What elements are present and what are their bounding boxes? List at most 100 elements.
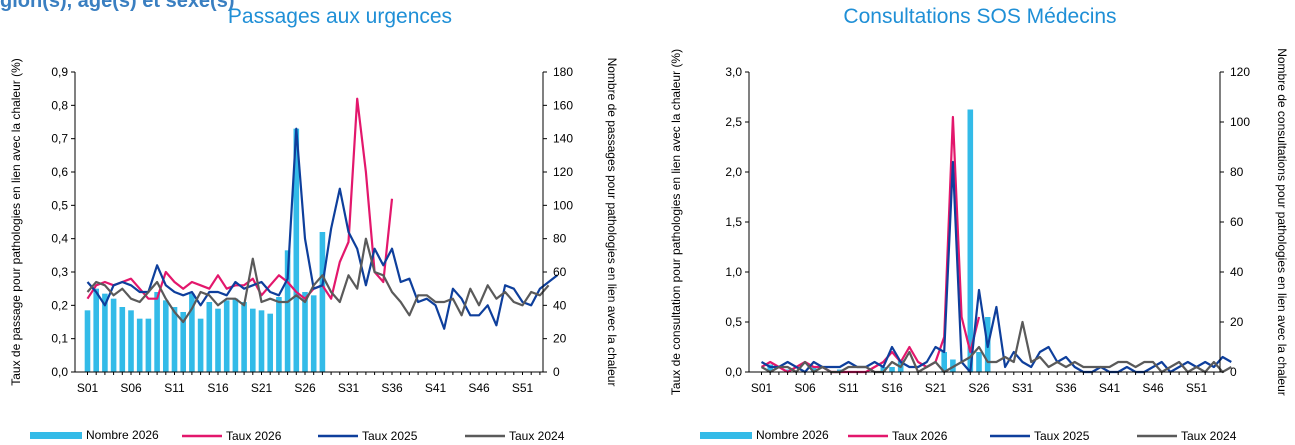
bar-nombre-2026 bbox=[267, 313, 273, 372]
bar-nombre-2026 bbox=[102, 293, 108, 372]
y-tick-label: 3,0 bbox=[725, 65, 742, 79]
x-tick-label: S21 bbox=[251, 381, 273, 395]
x-tick-label: S26 bbox=[294, 381, 316, 395]
legend: Nombre 2026 Taux 2026 Taux 2025 Taux 2024 bbox=[30, 428, 565, 443]
y2-tick-label: 120 bbox=[1230, 65, 1250, 79]
chart-2: 0,0 0,5 1,0 1,5 2,0 2,5 3,0 0 20 40 60 80 100 120 S01 S… bbox=[669, 48, 1289, 443]
x-tick-label: S36 bbox=[381, 381, 403, 395]
bar-nombre-2026 bbox=[215, 308, 221, 372]
y-tick-label: 0,2 bbox=[51, 298, 68, 312]
y-tick-label: 0,4 bbox=[51, 232, 68, 246]
x-tick-label: S41 bbox=[425, 381, 447, 395]
x-tick-label: S21 bbox=[925, 381, 947, 395]
legend-label: Nombre 2026 bbox=[86, 428, 159, 442]
bar-nombre-2026 bbox=[223, 300, 230, 372]
x-tick-label: S51 bbox=[512, 381, 534, 395]
y2-tick-label: 60 bbox=[1230, 215, 1244, 229]
y-tick-label: 0,9 bbox=[51, 65, 68, 79]
series-line-taux-2024 bbox=[760, 320, 1232, 374]
y2-axis-label: Nombre de passages pour pathologies en l… bbox=[605, 58, 619, 387]
bar-nombre-2026 bbox=[136, 318, 143, 372]
bar-nombre-2026 bbox=[319, 232, 326, 372]
bar-nombre-2026 bbox=[276, 297, 282, 372]
legend-label: Taux 2024 bbox=[509, 429, 565, 443]
series-line-taux-2025 bbox=[86, 127, 558, 330]
y2-tick-label: 180 bbox=[553, 65, 573, 79]
x-tick-label: S26 bbox=[968, 381, 990, 395]
bar-nombre-2026 bbox=[889, 367, 895, 372]
legend-label: Taux 2026 bbox=[892, 429, 948, 443]
y-tick-label: 0,6 bbox=[51, 165, 68, 179]
legend-swatch-bar bbox=[700, 432, 752, 439]
y-tick-label: 2,0 bbox=[725, 165, 742, 179]
y2-tick-label: 120 bbox=[553, 165, 573, 179]
bar-nombre-2026 bbox=[110, 298, 117, 372]
y2-tick-label: 40 bbox=[553, 298, 567, 312]
bar-nombre-2026 bbox=[206, 302, 213, 372]
x-tick-label: S11 bbox=[838, 381, 859, 395]
y-tick-label: 0,5 bbox=[725, 315, 742, 329]
chart-title-urgences: Passages aux urgences bbox=[227, 5, 453, 28]
series-line-taux-2026 bbox=[86, 97, 394, 300]
y2-tick-label: 40 bbox=[1230, 265, 1244, 279]
legend-label: Taux 2025 bbox=[362, 429, 418, 443]
bar-nombre-2026 bbox=[258, 310, 265, 372]
bar-nombre-2026 bbox=[163, 300, 169, 372]
y-tick-label: 2,5 bbox=[725, 115, 742, 129]
y2-tick-label: 0 bbox=[1230, 365, 1237, 379]
cut-off-header: gion(s), âge(s) et sexe(s) bbox=[0, 0, 235, 12]
y2-tick-label: 100 bbox=[1230, 115, 1250, 129]
y2-tick-label: 20 bbox=[553, 332, 567, 346]
x-tick-label: S41 bbox=[1099, 381, 1121, 395]
y-axis-label: Taux de passage pour pathologies en lien… bbox=[9, 58, 23, 386]
series-line-taux-2025 bbox=[760, 160, 1232, 374]
legend: Nombre 2026 Taux 2026 Taux 2025 Taux 2024 bbox=[700, 428, 1237, 443]
y-tick-label: 0,7 bbox=[51, 132, 68, 146]
bar-nombre-2026 bbox=[880, 367, 887, 372]
bar-nombre-2026 bbox=[810, 367, 817, 372]
x-tick-label: S16 bbox=[207, 381, 229, 395]
bar-nombre-2026 bbox=[84, 310, 91, 372]
y2-tick-label: 80 bbox=[553, 232, 567, 246]
x-tick-label: S06 bbox=[794, 381, 816, 395]
y-tick-label: 0,8 bbox=[51, 98, 68, 112]
y-tick-label: 0,3 bbox=[51, 265, 68, 279]
bar-nombre-2026 bbox=[197, 318, 204, 372]
x-tick-label: S31 bbox=[338, 381, 360, 395]
x-tick-label: S46 bbox=[1142, 381, 1164, 395]
series-line-taux-2026 bbox=[760, 115, 981, 374]
bar-nombre-2026 bbox=[154, 292, 160, 372]
legend-swatch-bar bbox=[30, 432, 82, 439]
bar-nombre-2026 bbox=[284, 250, 291, 372]
x-tick-label: S16 bbox=[881, 381, 903, 395]
x-tick-label: S01 bbox=[77, 381, 99, 395]
y2-axis-label: Nombre de consultations pour pathologies… bbox=[1275, 48, 1289, 396]
chart-1: 0,0 0,1 0,2 0,3 0,4 0,5 0,6 0,7 0,8 0,9 0 20 40 60 80 1… bbox=[9, 58, 619, 443]
bar-nombre-2026 bbox=[93, 288, 99, 372]
bar-nombre-2026 bbox=[232, 298, 239, 372]
y-axis-label: Taux de consultation pour pathologies en… bbox=[669, 49, 683, 395]
series-line-taux-2024 bbox=[86, 237, 550, 324]
bar-nombre-2026 bbox=[128, 310, 134, 372]
x-tick-label: S36 bbox=[1055, 381, 1077, 395]
bar-nombre-2026 bbox=[767, 364, 773, 372]
y-tick-label: 1,5 bbox=[725, 215, 742, 229]
y2-tick-label: 20 bbox=[1230, 315, 1244, 329]
y-tick-label: 0,0 bbox=[725, 365, 742, 379]
bar-nombre-2026 bbox=[941, 352, 947, 372]
bar-nombre-2026 bbox=[180, 312, 186, 372]
bar-nombre-2026 bbox=[241, 302, 247, 372]
x-tick-label: S11 bbox=[164, 381, 185, 395]
y2-tick-label: 0 bbox=[553, 365, 560, 379]
y2-tick-label: 160 bbox=[553, 98, 573, 112]
x-tick-label: S01 bbox=[751, 381, 773, 395]
y2-tick-label: 100 bbox=[553, 198, 573, 212]
legend-label: Taux 2026 bbox=[226, 429, 282, 443]
bar-nombre-2026 bbox=[967, 109, 974, 372]
bar-nombre-2026 bbox=[976, 352, 982, 372]
x-tick-label: S46 bbox=[468, 381, 490, 395]
y2-tick-label: 60 bbox=[553, 265, 567, 279]
bar-nombre-2026 bbox=[293, 128, 300, 372]
legend-label: Nombre 2026 bbox=[756, 428, 829, 442]
